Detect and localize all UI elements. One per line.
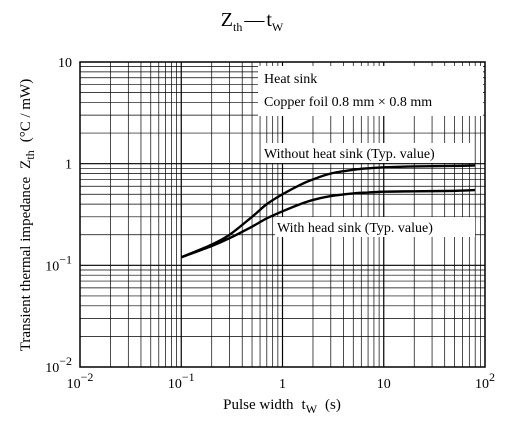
chart-title: Zth — tW (221, 9, 284, 34)
x-tick-label: 102 (475, 370, 495, 392)
series-line-0 (180, 164, 476, 259)
x-tick-label: 1 (279, 377, 286, 392)
y-tick-label: 10 (58, 56, 72, 71)
y-tick-label: 1 (65, 158, 72, 173)
annotation-background (258, 66, 483, 116)
x-tick-label: 10 (377, 377, 391, 392)
annotation-heat-sink: Heat sink (264, 72, 317, 87)
x-tick-label: 10−2 (67, 370, 94, 392)
x-axis-label: Pulse width tW (s) (223, 397, 341, 416)
y-tick-label: 10−1 (45, 252, 72, 274)
y-axis-label: Transient thermal impedanceZth(°C / mW) (18, 79, 37, 351)
grid (80, 62, 485, 367)
series-label-background-with (275, 217, 475, 237)
series-lines (180, 164, 476, 259)
series-line-1 (180, 188, 476, 259)
tick-labels: 10−2 10−1 1 10 102 10−2 10−1 1 10 (45, 56, 495, 392)
series-label-with-heat-sink: With head sink (Typ. value) (277, 221, 433, 236)
series-label-without-heat-sink: Without heat sink (Typ. value) (264, 147, 435, 162)
y-tick-label: 10−2 (45, 354, 72, 376)
annotation-copper-foil: Copper foil 0.8 mm × 0.8 mm (264, 95, 432, 110)
series-label-background-without (262, 143, 474, 163)
x-tick-label: 10−1 (168, 370, 195, 392)
plot-frame (79, 61, 486, 368)
